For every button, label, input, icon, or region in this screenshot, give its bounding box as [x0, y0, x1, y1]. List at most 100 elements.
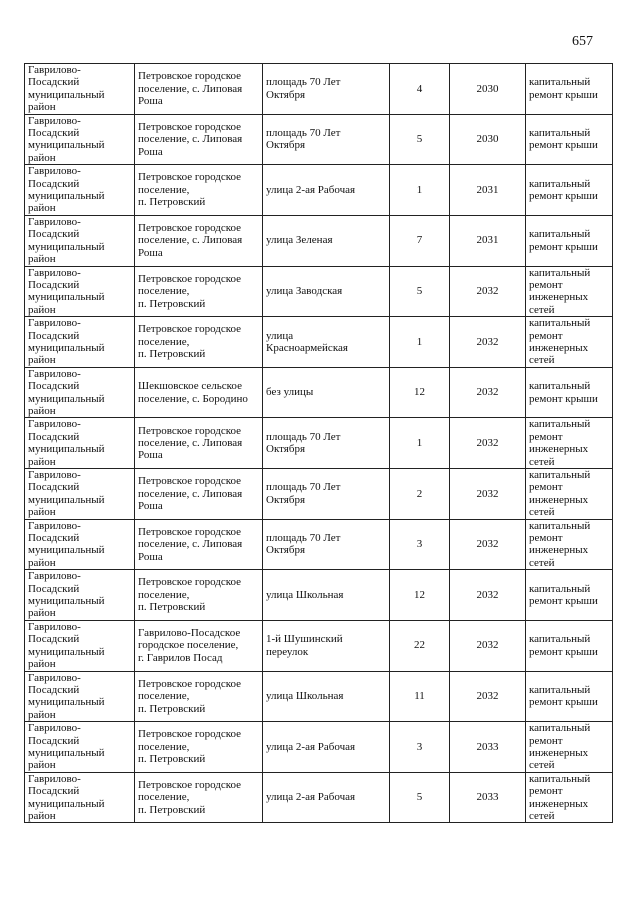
house-number-cell: 1	[389, 417, 450, 469]
table-row: Гаврилово- Посадский муниципальный район…	[24, 316, 613, 368]
street-cell: площадь 70 Лет Октября	[262, 417, 390, 469]
street-cell: без улицы	[262, 366, 390, 419]
street-cell: улица 2-ая Рабочая	[262, 771, 390, 824]
year-cell: 2032	[449, 518, 526, 571]
settlement-cell: Гаврилово-Посадское городское поселение,…	[134, 619, 263, 672]
settlement-cell: Петровское городское поселение, с. Липов…	[134, 113, 263, 166]
work-type-cell: капитальный ремонт крыши	[525, 619, 613, 672]
year-cell: 2032	[449, 670, 526, 723]
work-type-cell: капитальный ремонт инженерных сетей	[525, 518, 613, 571]
street-cell: улица 2-ая Рабочая	[262, 721, 390, 773]
house-number-cell: 3	[389, 518, 450, 571]
settlement-cell: Петровское городское поселение, п. Петро…	[134, 721, 263, 773]
district-cell: Гаврилово- Посадский муниципальный район	[24, 518, 135, 571]
district-cell: Гаврилово- Посадский муниципальный район	[24, 366, 135, 419]
settlement-cell: Петровское городское поселение, с. Липов…	[134, 417, 263, 469]
settlement-cell: Петровское городское поселение, с. Липов…	[134, 214, 263, 267]
work-type-cell: капитальный ремонт инженерных сетей	[525, 316, 613, 368]
work-type-cell: капитальный ремонт крыши	[525, 670, 613, 723]
street-cell: площадь 70 Лет Октября	[262, 63, 390, 115]
district-cell: Гаврилово- Посадский муниципальный район	[24, 771, 135, 824]
settlement-cell: Петровское городское поселение, с. Липов…	[134, 468, 263, 520]
table-row: Гаврилово- Посадский муниципальный район…	[24, 771, 613, 824]
table-row: Гаврилово- Посадский муниципальный район…	[24, 721, 613, 773]
table-row: Гаврилово- Посадский муниципальный район…	[24, 569, 613, 621]
street-cell: улица Зеленая	[262, 214, 390, 267]
year-cell: 2032	[449, 417, 526, 469]
table-row: Гаврилово- Посадский муниципальный район…	[24, 113, 613, 166]
street-cell: площадь 70 Лет Октября	[262, 468, 390, 520]
street-cell: улица Красноармейская	[262, 316, 390, 368]
work-type-cell: капитальный ремонт крыши	[525, 113, 613, 166]
table-row: Гаврилово- Посадский муниципальный район…	[24, 670, 613, 723]
district-cell: Гаврилово- Посадский муниципальный район	[24, 63, 135, 115]
repair-schedule-table: Гаврилово- Посадский муниципальный район…	[24, 63, 613, 824]
settlement-cell: Петровское городское поселение, п. Петро…	[134, 164, 263, 216]
table-row: Гаврилово- Посадский муниципальный район…	[24, 366, 613, 419]
settlement-cell: Петровское городское поселение, п. Петро…	[134, 569, 263, 621]
settlement-cell: Петровское городское поселение, п. Петро…	[134, 771, 263, 824]
district-cell: Гаврилово- Посадский муниципальный район	[24, 265, 135, 318]
settlement-cell: Шекшовское сельское поселение, с. Бороди…	[134, 366, 263, 419]
year-cell: 2032	[449, 265, 526, 318]
work-type-cell: капитальный ремонт крыши	[525, 366, 613, 419]
settlement-cell: Петровское городское поселение, п. Петро…	[134, 265, 263, 318]
street-cell: площадь 70 Лет Октября	[262, 518, 390, 571]
district-cell: Гаврилово- Посадский муниципальный район	[24, 569, 135, 621]
settlement-cell: Петровское городское поселение, с. Липов…	[134, 63, 263, 115]
house-number-cell: 22	[389, 619, 450, 672]
house-number-cell: 2	[389, 468, 450, 520]
table-row: Гаврилово- Посадский муниципальный район…	[24, 417, 613, 469]
house-number-cell: 3	[389, 721, 450, 773]
house-number-cell: 5	[389, 771, 450, 824]
street-cell: улица Школьная	[262, 569, 390, 621]
work-type-cell: капитальный ремонт инженерных сетей	[525, 265, 613, 318]
work-type-cell: капитальный ремонт крыши	[525, 164, 613, 216]
district-cell: Гаврилово- Посадский муниципальный район	[24, 316, 135, 368]
district-cell: Гаврилово- Посадский муниципальный район	[24, 113, 135, 166]
work-type-cell: капитальный ремонт инженерных сетей	[525, 771, 613, 824]
house-number-cell: 12	[389, 569, 450, 621]
house-number-cell: 12	[389, 366, 450, 419]
work-type-cell: капитальный ремонт инженерных сетей	[525, 721, 613, 773]
house-number-cell: 11	[389, 670, 450, 723]
district-cell: Гаврилово- Посадский муниципальный район	[24, 468, 135, 520]
table-row: Гаврилово- Посадский муниципальный район…	[24, 214, 613, 267]
street-cell: улица Школьная	[262, 670, 390, 723]
house-number-cell: 4	[389, 63, 450, 115]
table-row: Гаврилово- Посадский муниципальный район…	[24, 619, 613, 672]
house-number-cell: 1	[389, 164, 450, 216]
page-number: 657	[572, 34, 593, 49]
district-cell: Гаврилово- Посадский муниципальный район	[24, 619, 135, 672]
street-cell: 1-й Шушинский переулок	[262, 619, 390, 672]
street-cell: улица 2-ая Рабочая	[262, 164, 390, 216]
district-cell: Гаврилово- Посадский муниципальный район	[24, 214, 135, 267]
settlement-cell: Петровское городское поселение, п. Петро…	[134, 316, 263, 368]
table-row: Гаврилово- Посадский муниципальный район…	[24, 164, 613, 216]
district-cell: Гаврилово- Посадский муниципальный район	[24, 721, 135, 773]
year-cell: 2030	[449, 63, 526, 115]
year-cell: 2032	[449, 569, 526, 621]
year-cell: 2032	[449, 316, 526, 368]
street-cell: улица Заводская	[262, 265, 390, 318]
work-type-cell: капитальный ремонт крыши	[525, 63, 613, 115]
year-cell: 2032	[449, 468, 526, 520]
work-type-cell: капитальный ремонт крыши	[525, 214, 613, 267]
year-cell: 2033	[449, 771, 526, 824]
table-row: Гаврилово- Посадский муниципальный район…	[24, 518, 613, 571]
table-row: Гаврилово- Посадский муниципальный район…	[24, 265, 613, 318]
settlement-cell: Петровское городское поселение, с. Липов…	[134, 518, 263, 571]
district-cell: Гаврилово- Посадский муниципальный район	[24, 417, 135, 469]
table-body: Гаврилово- Посадский муниципальный район…	[24, 63, 613, 824]
settlement-cell: Петровское городское поселение, п. Петро…	[134, 670, 263, 723]
street-cell: площадь 70 Лет Октября	[262, 113, 390, 166]
year-cell: 2032	[449, 366, 526, 419]
work-type-cell: капитальный ремонт инженерных сетей	[525, 417, 613, 469]
table-row: Гаврилово- Посадский муниципальный район…	[24, 468, 613, 520]
year-cell: 2031	[449, 164, 526, 216]
year-cell: 2033	[449, 721, 526, 773]
work-type-cell: капитальный ремонт крыши	[525, 569, 613, 621]
year-cell: 2030	[449, 113, 526, 166]
house-number-cell: 7	[389, 214, 450, 267]
house-number-cell: 5	[389, 113, 450, 166]
